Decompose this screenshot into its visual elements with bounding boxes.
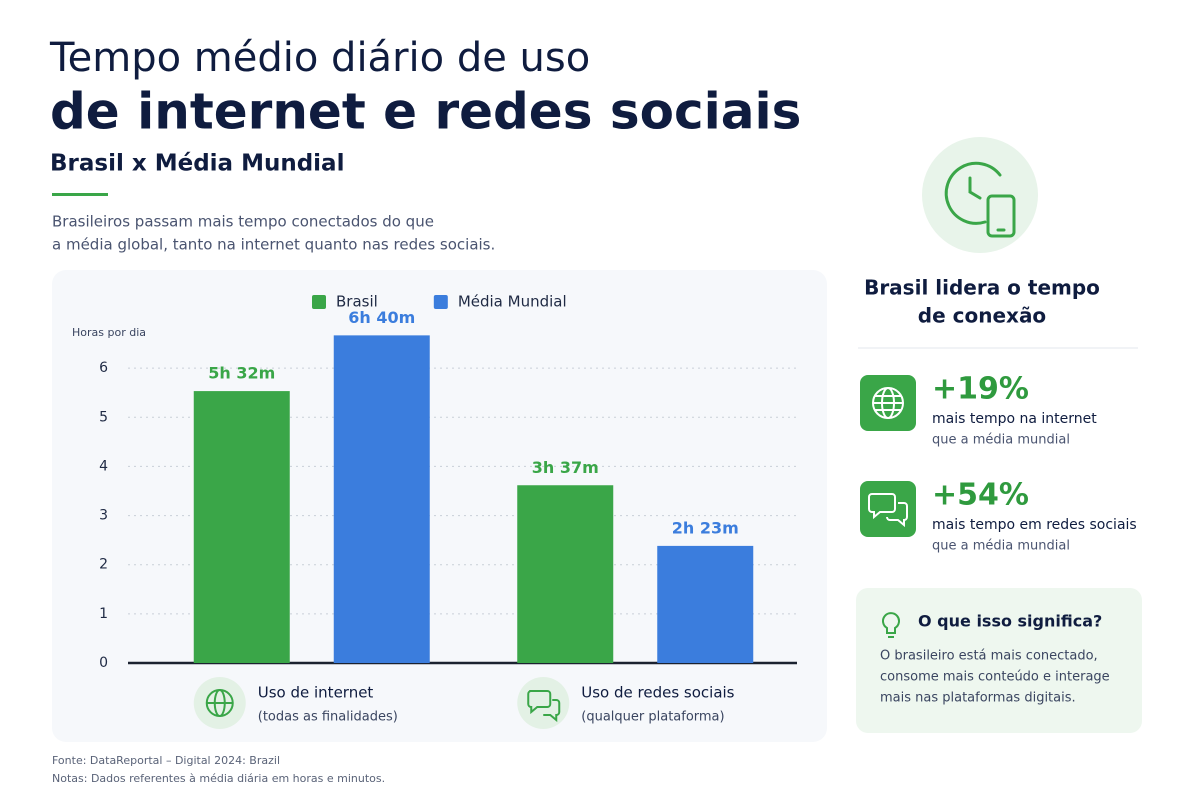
y-tick-label: 2 [99,557,108,573]
sidebar-heading: de conexão [918,304,1046,328]
x-tick-label: Uso de redes sociais [581,684,734,702]
globe-icon [872,387,904,419]
chart-card [52,270,827,742]
x-tick-note: (todas as finalidades) [258,710,398,725]
y-tick-label: 1 [99,606,108,622]
clock-phone-icon-bg [922,137,1038,253]
insight-title: O que isso significa? [918,612,1102,631]
legend-label: Média Mundial [458,293,567,311]
legend-swatch [312,295,326,309]
stat-line1: mais tempo na internet [932,411,1097,427]
y-tick-label: 6 [99,360,108,376]
description: a média global, tanto na internet quanto… [52,236,495,254]
insight-text: O brasileiro está mais conectado, [880,649,1098,664]
chart: Horas por dia Brasil Média Mundial 0 1 2 3 4 5 6 5… [72,293,797,729]
bar [193,391,290,663]
insight-text: consome mais conteúdo e interage [880,670,1110,685]
value-label: 3h 37m [532,458,599,477]
category-icon [527,690,561,723]
value-label: 5h 32m [208,364,275,383]
insight-card [856,588,1142,733]
bar [333,335,430,663]
lightbulb-icon [882,612,900,638]
stat-line1: mais tempo em redes sociais [932,517,1137,533]
y-tick-label: 0 [99,655,108,671]
y-tick-label: 3 [99,508,108,524]
value-label: 6h 40m [348,308,415,327]
bar [517,485,614,663]
title-line2: de internet e redes sociais [50,83,801,141]
y-axis-label: Horas por dia [72,326,146,339]
footer-source: Fonte: DataReportal – Digital 2024: Braz… [52,754,280,767]
chat-icon [868,493,908,528]
bar [657,545,754,663]
insight-text: mais nas plataformas digitais. [880,691,1076,706]
stat-line2: que a média mundial [932,539,1070,554]
legend-swatch [433,295,448,309]
description: Brasileiros passam mais tempo conectados… [52,213,434,231]
stat-value: +19% [932,372,1029,407]
title-line1: Tempo médio diário de uso [49,35,590,81]
x-tick-note: (qualquer plataforma) [581,710,724,725]
value-label: 2h 23m [672,518,739,537]
category-icon-bg [517,677,570,729]
y-tick-label: 4 [99,458,108,474]
legend-label: Brasil [336,293,378,311]
y-tick-label: 5 [99,409,108,425]
x-tick-label: Uso de internet [258,684,374,702]
footer-notes: Notas: Dados referentes à média diária e… [52,772,385,785]
accent-line [52,193,108,196]
subtitle: Brasil x Média Mundial [50,151,344,177]
sidebar-heading: Brasil lidera o tempo [864,276,1100,300]
stat-value: +54% [932,478,1029,513]
clock-phone-icon [944,161,1016,238]
stat-line2: que a média mundial [932,433,1070,448]
